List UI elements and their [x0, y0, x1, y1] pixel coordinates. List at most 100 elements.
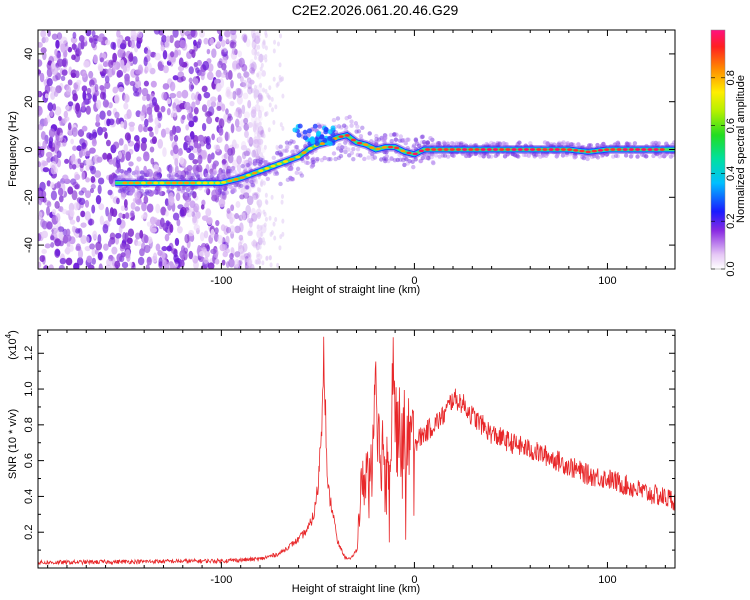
noise-speckle	[268, 85, 272, 91]
ridge-core	[208, 181, 214, 185]
ridge-halo	[293, 144, 299, 150]
ridge-feature	[315, 131, 321, 137]
ridge-core	[381, 145, 387, 149]
ridge-halo	[333, 156, 338, 162]
ridge-halo	[421, 139, 427, 145]
noise-speckle	[227, 154, 234, 164]
noise-speckle	[193, 78, 199, 86]
noise-speckle	[196, 59, 202, 67]
noise-speckle	[58, 240, 64, 247]
ridge-core	[245, 173, 252, 177]
noise-speckle	[235, 125, 242, 132]
noise-speckle	[260, 231, 264, 237]
ridge-core	[190, 181, 196, 185]
ridge-halo	[543, 153, 549, 159]
noise-speckle	[256, 99, 260, 105]
ridge-halo	[531, 152, 537, 157]
noise-speckle	[103, 243, 109, 251]
ridge-halo	[615, 153, 620, 159]
ridge-halo	[451, 141, 456, 147]
noise-speckle	[173, 49, 179, 58]
noise-speckle	[95, 194, 102, 205]
noise-speckle	[80, 210, 86, 218]
noise-speckle	[280, 199, 284, 205]
ridge-halo	[309, 164, 315, 169]
noise-speckle	[250, 88, 255, 94]
ridge-halo	[383, 133, 388, 138]
ridge-halo	[147, 189, 152, 194]
ridge-halo	[535, 152, 541, 157]
ridge-halo	[576, 142, 581, 147]
noise-speckle	[62, 117, 68, 124]
ridge-halo	[503, 142, 509, 147]
noise-speckle	[130, 210, 135, 217]
ridge-halo	[601, 141, 606, 147]
noise-speckle	[169, 131, 174, 142]
noise-speckle	[107, 189, 113, 196]
noise-speckle	[179, 157, 185, 165]
noise-speckle	[199, 69, 206, 77]
ridge-halo	[473, 151, 478, 157]
noise-speckle	[251, 106, 257, 115]
noise-speckle	[99, 84, 105, 91]
noise-speckle	[69, 209, 75, 217]
noise-speckle	[254, 31, 261, 38]
ridge-halo	[382, 140, 387, 145]
noise-speckle	[171, 107, 178, 118]
noise-speckle	[225, 35, 230, 44]
ridge-halo	[441, 140, 447, 145]
noise-speckle	[252, 33, 256, 39]
noise-speckle	[140, 141, 147, 152]
ridge-halo	[515, 153, 520, 159]
noise-speckle	[49, 182, 55, 189]
noise-speckle	[69, 219, 76, 225]
ridge-halo	[601, 141, 606, 147]
ridge-halo	[402, 162, 407, 168]
noise-speckle	[107, 240, 112, 248]
ridge-halo	[413, 137, 419, 143]
ridge-halo	[526, 153, 532, 158]
ridge-halo	[428, 135, 433, 141]
noise-speckle	[190, 30, 196, 38]
noise-speckle	[48, 128, 56, 138]
ridge-halo	[336, 155, 342, 161]
noise-speckle	[97, 36, 103, 43]
noise-speckle	[39, 72, 45, 83]
noise-speckle	[193, 107, 199, 115]
noise-speckle	[155, 243, 161, 252]
ridge-core	[412, 152, 418, 156]
snr-y-multiplier: (x104)	[4, 330, 19, 360]
noise-speckle	[237, 50, 243, 58]
noise-speckle	[243, 123, 250, 131]
ridge-halo	[187, 185, 193, 191]
ridge-halo	[654, 151, 660, 157]
ridge-halo	[128, 191, 133, 197]
ridge-halo	[517, 140, 522, 145]
y-tick-label: -20	[23, 189, 35, 205]
noise-speckle	[252, 239, 256, 245]
ridge-halo	[477, 153, 483, 158]
noise-speckle	[157, 112, 163, 122]
noise-speckle	[273, 39, 277, 45]
ridge-halo	[166, 189, 171, 194]
snr-x-label: Height of straight line (km)	[292, 583, 420, 595]
noise-speckle	[162, 83, 170, 90]
noise-speckle	[239, 82, 247, 88]
noise-speckle	[248, 227, 253, 235]
noise-speckle	[174, 40, 181, 49]
noise-speckle	[179, 102, 186, 110]
ridge-core	[604, 148, 610, 151]
ridge-core	[177, 181, 184, 185]
noise-speckle	[163, 65, 169, 74]
noise-speckle	[135, 241, 142, 247]
ridge-halo	[405, 161, 410, 166]
noise-speckle	[38, 59, 43, 67]
noise-speckle	[61, 209, 68, 215]
noise-speckle	[276, 41, 280, 47]
ridge-halo	[228, 168, 233, 174]
noise-speckle	[157, 64, 165, 71]
ridge-halo	[668, 154, 674, 159]
ridge-halo	[367, 131, 372, 136]
noise-speckle	[122, 231, 127, 242]
noise-speckle	[269, 262, 273, 268]
